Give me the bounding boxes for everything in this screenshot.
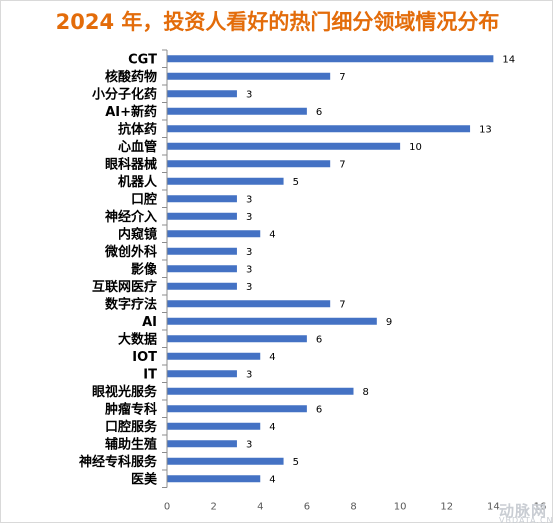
data-label: 5	[293, 177, 299, 188]
bar	[167, 247, 237, 255]
bar	[167, 387, 354, 395]
category-label: 神经专科服务	[79, 454, 158, 470]
category-label: 医美	[131, 471, 158, 487]
bar	[167, 422, 261, 430]
x-tick-label: 10	[394, 502, 407, 513]
category-label: 眼科器械	[105, 156, 157, 172]
category-label: 影像	[131, 261, 158, 277]
category-label: CGT	[128, 52, 157, 67]
x-tick-label: 4	[257, 502, 263, 513]
bar	[167, 440, 237, 448]
category-label: 辅助生殖	[105, 436, 157, 452]
category-label: 大数据	[118, 331, 157, 347]
watermark-sub-text: VBDATA.CN	[498, 516, 554, 525]
data-label: 4	[269, 422, 275, 433]
category-label: 眼视光服务	[92, 384, 158, 400]
data-label: 3	[246, 282, 252, 293]
chart-title: 2024 年，投资人看好的热门细分领域情况分布	[55, 10, 500, 34]
category-label: 口腔	[131, 191, 157, 207]
bar	[167, 352, 261, 360]
bar	[167, 265, 237, 273]
category-label: 数字疗法	[105, 296, 157, 312]
x-tick-label: 6	[304, 502, 310, 513]
data-label: 8	[363, 387, 369, 398]
data-label: 6	[316, 404, 322, 415]
x-tick-labels: 0 2 4 6 8 10 12 14 16	[164, 502, 547, 513]
x-tick-label: 0	[164, 502, 170, 513]
bar	[167, 405, 307, 413]
bar	[167, 90, 237, 98]
x-tick-label: 2	[210, 502, 216, 513]
category-label: 机器人	[118, 174, 158, 190]
category-label: 微创外科	[104, 244, 157, 260]
data-label: 6	[316, 334, 322, 345]
data-label: 3	[246, 439, 252, 450]
bar	[167, 370, 237, 378]
bar	[167, 195, 237, 203]
x-tick-label: 8	[350, 502, 356, 513]
category-label: 肿瘤专科	[105, 401, 157, 417]
watermark-logo-text: 动脉网	[498, 502, 547, 520]
category-label: AI+新药	[105, 104, 157, 120]
data-label: 3	[246, 212, 252, 223]
bar	[167, 72, 331, 80]
bar	[167, 282, 237, 290]
x-tick-label: 16	[534, 502, 547, 513]
bar	[167, 457, 284, 465]
data-label: 4	[269, 474, 275, 485]
category-label: 核酸药物	[105, 69, 157, 85]
category-label: 内窥镜	[118, 226, 157, 242]
bar	[167, 212, 237, 220]
x-tick-label: 14	[487, 502, 500, 513]
bar	[167, 230, 261, 238]
bar	[167, 107, 307, 115]
watermark-logo: 动脉网 VBDATA.CN	[498, 500, 553, 525]
data-label: 7	[339, 299, 345, 310]
bars	[167, 55, 494, 483]
data-label: 5	[293, 457, 299, 468]
axes	[162, 49, 168, 488]
bar	[167, 142, 401, 150]
category-label: AI	[142, 315, 157, 330]
data-label: 6	[316, 107, 322, 118]
data-label: 3	[246, 264, 252, 275]
data-label: 14	[502, 54, 515, 65]
category-label: 心血管	[118, 139, 157, 155]
bar	[167, 475, 261, 483]
data-label: 4	[269, 229, 275, 240]
data-label: 4	[269, 352, 275, 363]
category-label: 小分子化药	[92, 86, 157, 102]
bar	[167, 125, 471, 133]
data-label: 7	[339, 72, 345, 83]
category-label: 神经介入	[105, 209, 157, 225]
data-label: 3	[246, 194, 252, 205]
x-tick-label: 12	[440, 502, 453, 513]
data-label: 9	[386, 317, 392, 328]
category-label: 抗体药	[118, 121, 157, 137]
bar	[167, 300, 331, 308]
data-label: 13	[479, 124, 492, 135]
data-label: 10	[409, 142, 422, 153]
bar	[167, 177, 284, 185]
category-label: 口腔服务	[105, 419, 158, 435]
data-label: 3	[246, 89, 252, 100]
category-label: IT	[143, 367, 157, 382]
bar	[167, 317, 377, 325]
bar	[167, 55, 494, 63]
category-label: 互联网医疗	[92, 279, 157, 295]
data-label: 7	[339, 159, 345, 170]
data-label: 3	[246, 369, 252, 380]
category-label: IOT	[132, 350, 157, 365]
data-label: 3	[246, 247, 252, 258]
bar	[167, 160, 331, 168]
bar	[167, 335, 307, 343]
data-labels: 14 7 3 6 13 10 7 5 3 3 4 3 3 3 7 9 6 4 3 8 6 4 3 5 4	[246, 54, 515, 485]
